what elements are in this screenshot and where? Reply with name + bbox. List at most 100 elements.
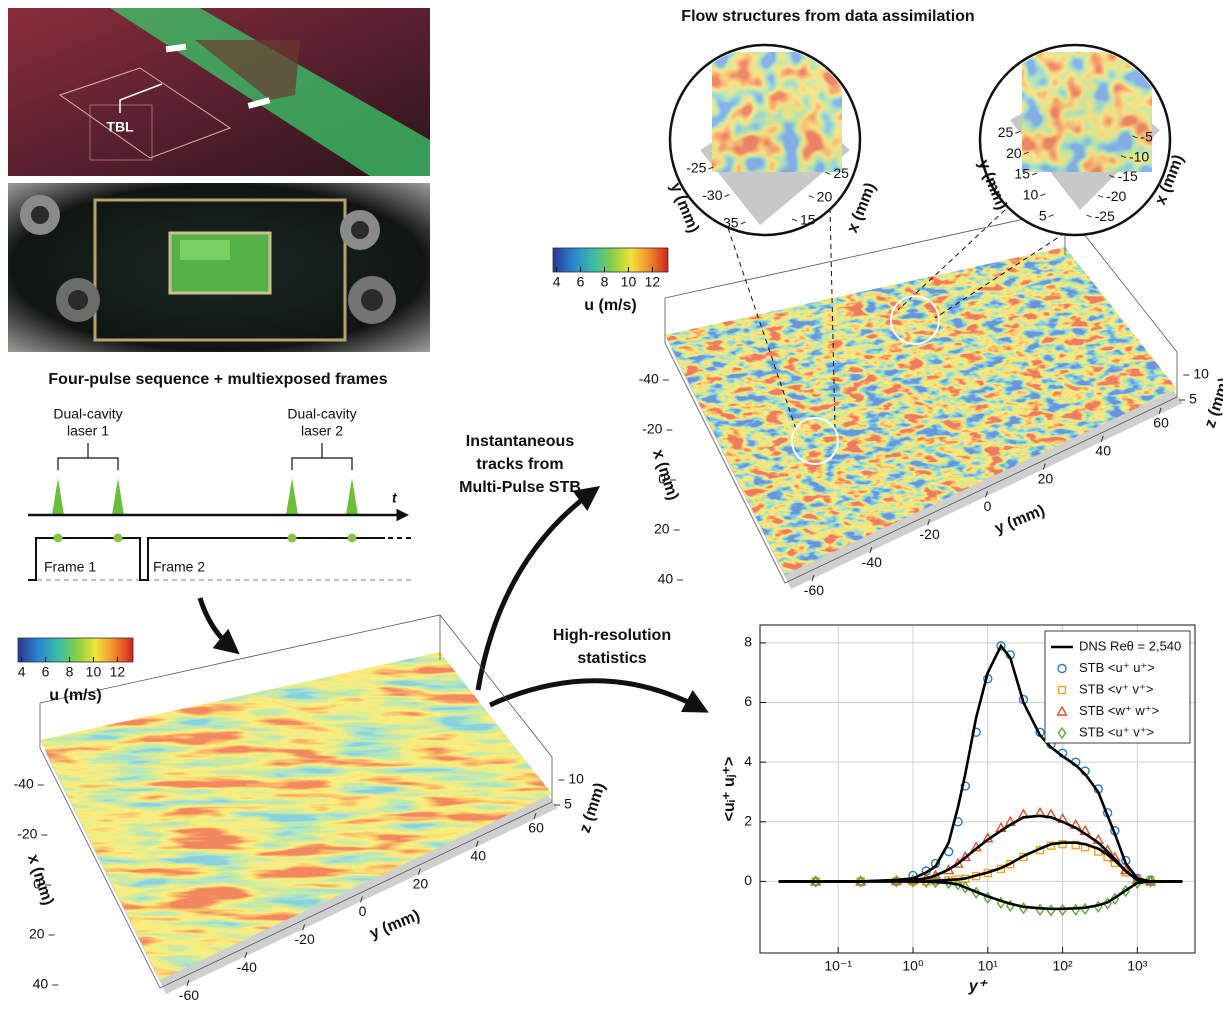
- arrow-label: High-resolution: [553, 627, 671, 644]
- y-tick-label: -25: [686, 160, 706, 176]
- y-axis-label: <uᵢ⁺ uⱼ⁺>: [721, 757, 738, 822]
- x-tick-label: 20: [817, 188, 833, 204]
- arrow-label: tracks from: [476, 456, 563, 473]
- x-tick-label: -40: [14, 776, 34, 792]
- x-tick-label: -25: [1095, 208, 1115, 224]
- figure: TBL Four-pulse sequence + multiexposed f…: [0, 0, 1223, 1010]
- x-tick-label: -20: [1106, 188, 1126, 204]
- x-axis-label: x (mm): [24, 852, 56, 907]
- colorbar-label: u (m/s): [584, 297, 636, 314]
- photo-label: TBL: [106, 119, 134, 135]
- y-tick-label: -60: [804, 582, 824, 598]
- legend-label: STB <v⁺ v⁺>: [1079, 681, 1153, 696]
- legend: DNS Reθ = 2,540STB <u⁺ u⁺>STB <v⁺ v⁺>STB…: [1045, 631, 1190, 743]
- z-axis-label: z (mm): [1202, 376, 1223, 430]
- x-tick-label: 20: [654, 521, 670, 537]
- laser-label: laser 2: [301, 423, 343, 439]
- photo-wind-tunnel: TBL: [8, 8, 430, 176]
- y-tick-label: 10: [1023, 187, 1039, 203]
- colorbar: 468 10 12 u (m/s): [553, 248, 668, 314]
- y-tick-label: 6: [744, 693, 752, 709]
- y-tick-label: 5: [1039, 207, 1047, 223]
- y-tick-label: 15: [1014, 166, 1030, 182]
- y-tick-label: -60: [179, 987, 199, 1003]
- y-tick-label: 4: [744, 753, 752, 769]
- y-tick-label: 60: [528, 820, 544, 836]
- arrow-label: statistics: [577, 650, 646, 667]
- colorbar-tick-label: 8: [601, 274, 609, 290]
- y-tick-label: 20: [1006, 145, 1022, 161]
- colorbar-tick-label: 8: [66, 664, 74, 680]
- y-tick-label: -20: [920, 526, 940, 542]
- y-axis-label: y (mm): [367, 907, 422, 942]
- colorbar-tick-label: 10: [621, 274, 637, 290]
- y-tick-label: 0: [744, 872, 752, 888]
- y-tick-label: -40: [862, 554, 882, 570]
- y-tick-label: -40: [237, 959, 257, 975]
- z-tick-label: 5: [564, 796, 572, 812]
- colorbar-tick-label: 6: [42, 664, 50, 680]
- y-tick-label: 20: [1038, 470, 1054, 486]
- x-axis-label: x (mm): [844, 180, 879, 235]
- laser-label: Dual-cavity: [287, 406, 356, 422]
- z-tick-label: 10: [568, 771, 584, 787]
- colorbar-tick-label: 6: [577, 274, 585, 290]
- x-tick-label: 10²: [1052, 958, 1073, 974]
- frame-label: Frame 1: [44, 559, 96, 575]
- x-tick-label: -40: [639, 371, 659, 387]
- x-tick-label: 15: [800, 212, 816, 228]
- y-tick-label: 20: [413, 875, 429, 891]
- x-axis-label: y⁺: [968, 978, 988, 995]
- colorbar-tick-label: 12: [645, 274, 661, 290]
- x-tick-label: -5: [1140, 129, 1153, 145]
- y-tick-label: 2: [744, 813, 752, 829]
- pulse-sequence: Four-pulse sequence + multiexposed frame…: [28, 371, 412, 580]
- x-tick-label: 10⁻¹: [824, 958, 852, 974]
- laser-label: Dual-cavity: [53, 406, 122, 422]
- sequence-title: Four-pulse sequence + multiexposed frame…: [48, 371, 387, 388]
- colorbar-gradient: [553, 248, 668, 272]
- z-tick-label: 5: [1189, 391, 1197, 407]
- y-tick-label: -20: [295, 931, 315, 947]
- y-tick-label: 60: [1153, 415, 1169, 431]
- colorbar-tick-label: 10: [86, 664, 102, 680]
- x-tick-label: 10⁰: [902, 958, 924, 974]
- y-tick-label: -30: [702, 187, 722, 203]
- x-tick-label: -15: [1118, 168, 1138, 184]
- arrow-label: Instantaneous: [466, 433, 575, 450]
- arrow-label: Multi-Pulse STB: [459, 479, 581, 496]
- inset-structures: [712, 52, 842, 172]
- colorbar-tick-label: 4: [553, 274, 561, 290]
- y-axis-label: y (mm): [992, 502, 1047, 537]
- y-tick-label: 8: [744, 634, 752, 650]
- time-label: t: [392, 490, 398, 506]
- photo-cameras: [8, 183, 430, 352]
- legend-label: STB <u⁺ v⁺>: [1079, 724, 1154, 739]
- z-tick-label: 10: [1193, 366, 1209, 382]
- x-tick-label: -20: [642, 421, 662, 437]
- assimilation-title: Flow structures from data assimilation: [681, 8, 974, 25]
- x-tick-label: 10³: [1127, 958, 1148, 974]
- y-tick-label: 25: [998, 124, 1014, 140]
- x-tick-label: 40: [658, 571, 674, 587]
- y-tick-label: 0: [984, 498, 992, 514]
- x-axis-label: x (mm): [649, 447, 681, 502]
- colorbar-tick-label: 12: [110, 664, 126, 680]
- y-tick-label: 40: [470, 847, 486, 863]
- colorbar-gradient: [18, 638, 133, 662]
- colorbar-tick-label: 4: [18, 664, 26, 680]
- page: TBL Four-pulse sequence + multiexposed f…: [0, 0, 1223, 1010]
- laser-label: laser 1: [67, 423, 109, 439]
- y-tick-label: 0: [359, 903, 367, 919]
- x-tick-label: -10: [1129, 148, 1149, 164]
- colorbar-label: u (m/s): [49, 687, 101, 704]
- x-tick-label: 40: [33, 976, 49, 992]
- x-tick-label: 25: [833, 165, 849, 181]
- y-tick-label: 40: [1095, 442, 1111, 458]
